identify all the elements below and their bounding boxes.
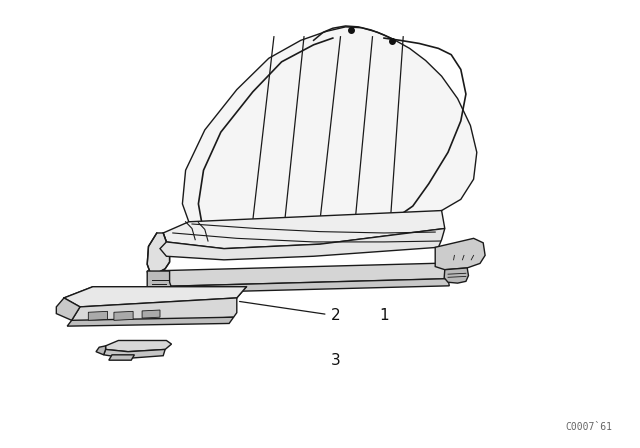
Polygon shape bbox=[160, 228, 445, 260]
Polygon shape bbox=[182, 27, 477, 225]
Polygon shape bbox=[72, 298, 237, 325]
Text: C0007`61: C0007`61 bbox=[565, 422, 612, 432]
Polygon shape bbox=[142, 310, 160, 318]
Polygon shape bbox=[444, 268, 468, 283]
Polygon shape bbox=[114, 311, 133, 320]
Polygon shape bbox=[152, 279, 449, 293]
Polygon shape bbox=[163, 211, 445, 249]
Text: 1: 1 bbox=[379, 308, 389, 323]
Polygon shape bbox=[104, 349, 165, 358]
Polygon shape bbox=[109, 355, 134, 360]
Polygon shape bbox=[435, 238, 485, 270]
Polygon shape bbox=[147, 233, 170, 273]
Polygon shape bbox=[56, 298, 80, 320]
Polygon shape bbox=[147, 263, 451, 287]
Polygon shape bbox=[67, 317, 234, 326]
Polygon shape bbox=[64, 287, 246, 307]
Polygon shape bbox=[88, 311, 108, 320]
Polygon shape bbox=[96, 346, 106, 355]
Text: 2: 2 bbox=[331, 308, 341, 323]
Polygon shape bbox=[106, 340, 172, 352]
Text: 3: 3 bbox=[331, 353, 341, 368]
Polygon shape bbox=[147, 271, 172, 291]
